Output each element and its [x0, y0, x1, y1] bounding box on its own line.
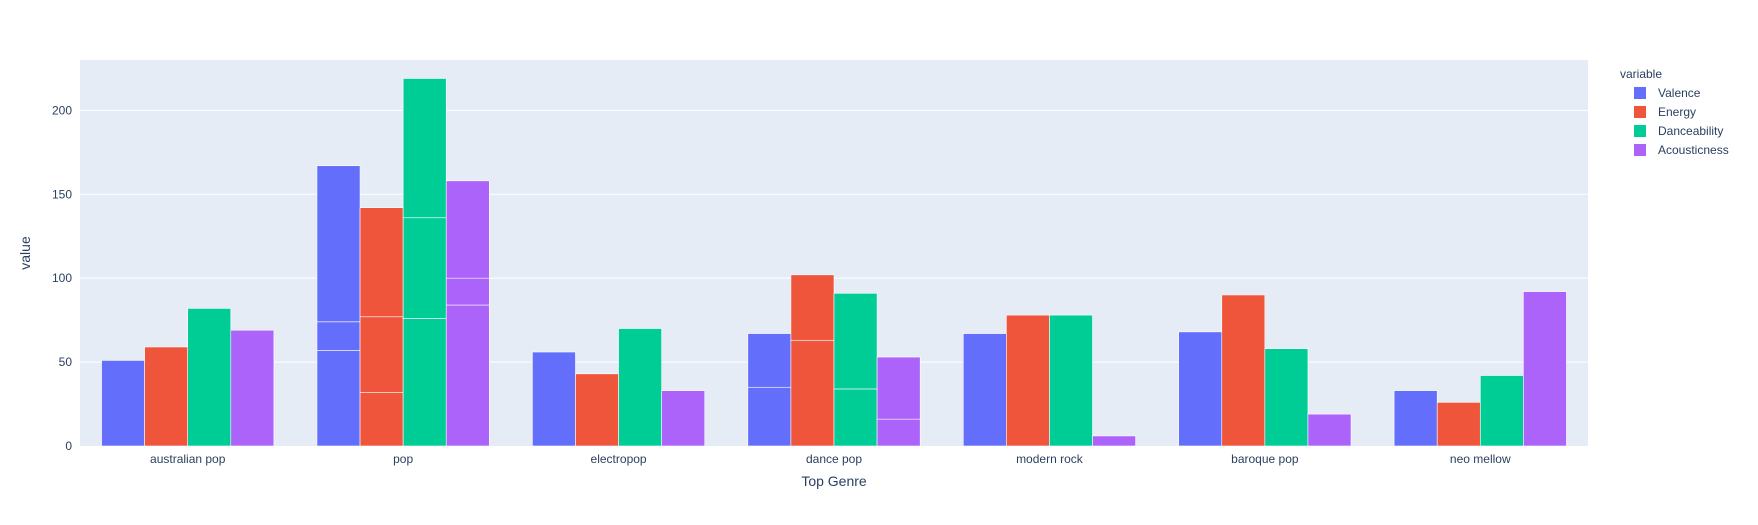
x-tick-label: baroque pop	[1231, 452, 1299, 466]
bar-energy-neo-mellow[interactable]	[1436, 402, 1481, 447]
y-axis-title: value	[17, 236, 33, 270]
bar-acousticness-pop[interactable]	[445, 277, 490, 306]
y-tick-label: 150	[52, 187, 72, 201]
bar-acousticness-modern-rock[interactable]	[1092, 435, 1136, 447]
bar-energy-pop[interactable]	[359, 391, 404, 447]
x-tick-label: neo mellow	[1450, 452, 1511, 466]
bars	[101, 78, 1567, 447]
bar-danceability-neo-mellow[interactable]	[1479, 375, 1524, 447]
bar-energy-dance-pop[interactable]	[790, 274, 835, 341]
x-tick-label: pop	[393, 452, 413, 466]
bar-danceability-electropop[interactable]	[618, 328, 662, 447]
x-axis-title: Top Genre	[801, 473, 867, 489]
legend-swatch	[1634, 106, 1646, 118]
legend-label: Valence	[1658, 86, 1701, 100]
bar-acousticness-neo-mellow[interactable]	[1523, 291, 1567, 447]
bar-danceability-pop[interactable]	[402, 318, 447, 447]
bar-acousticness-baroque-pop[interactable]	[1307, 413, 1352, 447]
bar-valence-australian-pop[interactable]	[101, 360, 145, 447]
legend-item-valence[interactable]: Valence	[1634, 86, 1701, 100]
legend-item-acousticness[interactable]: Acousticness	[1634, 143, 1729, 157]
bar-acousticness-electropop[interactable]	[661, 390, 706, 447]
legend-item-danceability[interactable]: Danceability	[1634, 124, 1723, 138]
bar-valence-baroque-pop[interactable]	[1178, 331, 1223, 447]
bar-danceability-pop[interactable]	[402, 78, 447, 219]
x-tick-label: australian pop	[150, 452, 226, 466]
bar-valence-dance-pop[interactable]	[747, 333, 792, 388]
bar-danceability-dance-pop[interactable]	[833, 292, 878, 390]
bar-valence-pop[interactable]	[316, 165, 361, 323]
bar-valence-dance-pop[interactable]	[747, 386, 792, 447]
bar-valence-electropop[interactable]	[532, 351, 576, 447]
legend-label: Acousticness	[1658, 143, 1729, 157]
y-tick-label: 100	[52, 271, 72, 285]
bar-acousticness-dance-pop[interactable]	[876, 418, 921, 447]
bar-danceability-modern-rock[interactable]	[1049, 314, 1093, 447]
legend-item-energy[interactable]: Energy	[1634, 105, 1696, 119]
bar-energy-pop[interactable]	[359, 316, 404, 393]
bar-valence-neo-mellow[interactable]	[1393, 390, 1438, 447]
bar-acousticness-dance-pop[interactable]	[876, 356, 921, 420]
legend: variable Valence Energy Danceability Acoust…	[1620, 67, 1729, 157]
bar-acousticness-australian-pop[interactable]	[230, 329, 275, 447]
bar-energy-australian-pop[interactable]	[144, 346, 189, 447]
legend-swatch	[1634, 144, 1646, 156]
y-tick-label: 200	[52, 103, 72, 117]
x-tick-label: dance pop	[806, 452, 862, 466]
bar-energy-pop[interactable]	[359, 207, 404, 318]
bar-danceability-dance-pop[interactable]	[833, 388, 878, 447]
bar-valence-pop[interactable]	[316, 350, 361, 447]
legend-title: variable	[1620, 67, 1662, 81]
bar-energy-modern-rock[interactable]	[1006, 314, 1050, 447]
bar-acousticness-pop[interactable]	[445, 304, 490, 447]
y-tick-label: 50	[59, 355, 73, 369]
bar-acousticness-pop[interactable]	[445, 180, 490, 279]
bar-energy-electropop[interactable]	[575, 373, 619, 447]
bar-danceability-baroque-pop[interactable]	[1264, 348, 1309, 447]
bar-valence-pop[interactable]	[316, 321, 361, 351]
legend-label: Danceability	[1658, 124, 1723, 138]
bar-energy-dance-pop[interactable]	[790, 339, 835, 447]
legend-label: Energy	[1658, 105, 1696, 119]
x-tick-label: electropop	[591, 452, 647, 466]
legend-swatch	[1634, 87, 1646, 99]
bar-danceability-pop[interactable]	[402, 217, 447, 319]
x-tick-label: modern rock	[1016, 452, 1084, 466]
legend-swatch	[1634, 125, 1646, 137]
y-tick-label: 0	[65, 439, 72, 453]
bar-valence-modern-rock[interactable]	[962, 333, 1007, 447]
bar-danceability-australian-pop[interactable]	[187, 308, 232, 447]
bar-energy-baroque-pop[interactable]	[1221, 294, 1266, 447]
x-axis: australian pop pop electropop dance pop mode…	[150, 452, 1511, 466]
y-axis: 0 50 100 150 200	[52, 103, 72, 453]
